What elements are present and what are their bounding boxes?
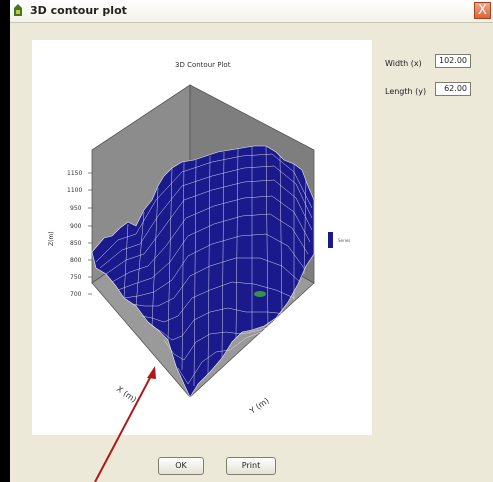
- length-field[interactable]: 62.00: [435, 82, 471, 96]
- legend-swatch: [328, 232, 333, 248]
- surface-mesh-cross-lines: [123, 145, 307, 387]
- surface-mesh: [91, 145, 315, 398]
- z-axis: [88, 172, 92, 295]
- app-icon: [14, 4, 22, 16]
- z-tick-label: 950: [70, 205, 82, 212]
- surface-plot-canvas: 3D Contour Plot: [48, 61, 350, 416]
- close-button[interactable]: X: [474, 2, 491, 19]
- window-title: 3D contour plot: [30, 4, 127, 17]
- z-tick-label: 750: [70, 274, 82, 281]
- plot-panel: 3D Contour Plot: [32, 40, 372, 435]
- length-label: Length (y): [385, 87, 427, 96]
- z-axis-label: Z(m): [48, 231, 55, 246]
- y-axis-label: Y (m): [247, 396, 271, 416]
- print-button[interactable]: Print: [226, 457, 276, 475]
- plot-title: 3D Contour Plot: [175, 61, 231, 69]
- z-tick-label: 1100: [67, 187, 82, 194]
- z-tick-label: 800: [70, 257, 82, 264]
- z-tick-label: 1150: [67, 170, 82, 177]
- legend-label: Series: [338, 238, 350, 243]
- z-tick-label: 900: [70, 223, 82, 230]
- x-axis-label: X (m): [115, 384, 138, 404]
- dialog-window: 3D contour plot X 3D Contour Plot: [10, 0, 493, 482]
- z-tick-label: 850: [70, 240, 82, 247]
- ok-button[interactable]: OK: [158, 457, 204, 475]
- surface-highlight: [254, 291, 266, 297]
- z-tick-label: 700: [70, 291, 82, 298]
- close-icon: X: [478, 3, 487, 18]
- width-field[interactable]: 102.00: [435, 54, 471, 68]
- width-label: Width (x): [385, 59, 422, 68]
- title-bar[interactable]: 3D contour plot X: [10, 0, 493, 23]
